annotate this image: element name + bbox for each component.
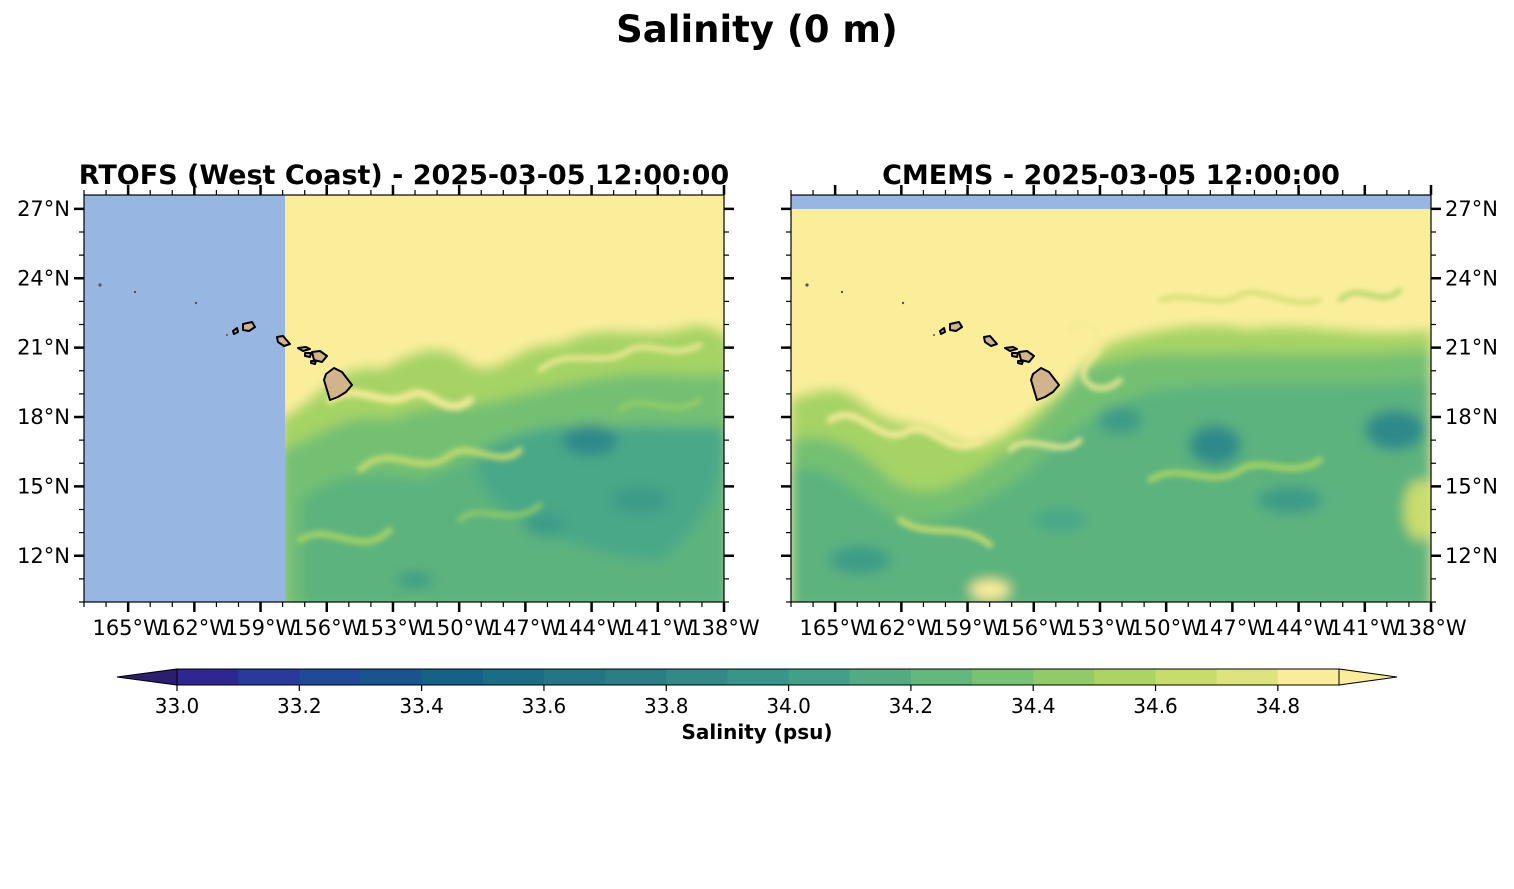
lat-tick-label: 15°N (17, 474, 70, 498)
lat-tick-label: 24°N (1445, 266, 1498, 290)
lon-tick-label: 144°W (1263, 616, 1335, 640)
colorbar-swatch (972, 669, 1034, 685)
lat-tick-label: 18°N (1445, 405, 1498, 429)
colorbar-swatch (605, 669, 667, 685)
nw-islets-rtofs (98, 283, 228, 336)
colorbar-frame (176, 668, 1340, 686)
lon-tick-label: 153°W (357, 616, 429, 640)
nw-islets-cmems (805, 283, 935, 336)
lon-tick-label: 138°W (1395, 616, 1467, 640)
panel-title-cmems: CMEMS - 2025-03-05 12:00:00 (882, 160, 1340, 191)
lon-tick-label: 147°W (490, 616, 562, 640)
colorbar-tick-label: 34.2 (889, 694, 934, 718)
lon-tick-label: 165°W (92, 616, 164, 640)
panel-title-rtofs: RTOFS (West Coast) - 2025-03-05 12:00:00 (79, 160, 729, 191)
colorbar-swatch (788, 669, 851, 685)
lat-tick-label: 21°N (17, 336, 70, 360)
colorbar-swatch (727, 669, 790, 685)
colorbar-swatch (1155, 669, 1218, 685)
colorbar-swatch (1216, 669, 1279, 685)
colorbar-extend-low (116, 668, 178, 686)
colorbar-tick-label: 33.0 (155, 694, 200, 718)
lon-tick-label: 162°W (866, 616, 938, 640)
colorbar-swatch (1033, 669, 1095, 685)
lat-tick-label: 12°N (1445, 544, 1498, 568)
no-data-region-cmems (791, 195, 1431, 209)
lon-tick-label: 150°W (1130, 616, 1202, 640)
map-panel-cmems: CMEMS - 2025-03-05 12:00:00 (781, 160, 1498, 640)
colorbar-tick-label: 34.6 (1133, 694, 1178, 718)
lon-tick-label: 156°W (291, 616, 363, 640)
lon-tick-label: 159°W (932, 616, 1004, 640)
hawaii-islands-rtofs (232, 321, 353, 401)
colorbar-tick-label: 34.8 (1256, 694, 1301, 718)
lat-tick-label: 27°N (1445, 197, 1498, 221)
colorbar-ticks: 33.0 33.2 33.4 33.6 33.8 34.0 34.2 34.4 34.6 34.8 (155, 685, 1300, 718)
lat-tick-label: 18°N (17, 405, 70, 429)
lat-tick-label: 12°N (17, 544, 70, 568)
colorbar-swatch (1277, 669, 1340, 685)
colorbar-swatch (177, 669, 239, 685)
lat-tick-label: 15°N (1445, 474, 1498, 498)
lon-tick-label: 165°W (799, 616, 871, 640)
lat-tick-label: 24°N (17, 266, 70, 290)
colorbar-tick-label: 34.4 (1011, 694, 1056, 718)
lat-tick-label: 27°N (17, 197, 70, 221)
colorbar-tick-label: 33.4 (399, 694, 444, 718)
colorbar-extend-high (1338, 668, 1398, 686)
colorbar-swatch (543, 669, 606, 685)
colorbar-swatch (360, 669, 423, 685)
lon-tick-label: 144°W (556, 616, 628, 640)
map-panel-rtofs: RTOFS (West Coast) - 2025-03-05 12:00:00 (17, 160, 760, 640)
lon-tick-label: 141°W (622, 616, 694, 640)
axis-ticks-rtofs: 165°W162°W159°W156°W153°W150°W147°W144°W… (17, 185, 760, 640)
lon-tick-label: 162°W (159, 616, 231, 640)
colorbar-tick-label: 33.6 (522, 694, 567, 718)
colorbar: 33.0 33.2 33.4 33.6 33.8 34.0 34.2 34.4 34.6 34.8… (116, 668, 1398, 744)
lon-tick-label: 150°W (423, 616, 495, 640)
colorbar-swatch (1094, 669, 1157, 685)
map-field-rtofs (84, 195, 724, 602)
lon-tick-label: 153°W (1064, 616, 1136, 640)
lon-tick-label: 156°W (998, 616, 1070, 640)
map-field-cmems (791, 195, 1431, 602)
colorbar-swatch (421, 669, 484, 685)
colorbar-swatch (666, 669, 729, 685)
lon-tick-label: 138°W (688, 616, 760, 640)
lat-tick-label: 21°N (1445, 336, 1498, 360)
axis-ticks-cmems: 165°W162°W159°W156°W153°W150°W147°W144°W… (781, 185, 1498, 640)
figure-title: Salinity (0 m) (616, 8, 898, 51)
colorbar-swatch (238, 669, 300, 685)
lon-tick-label: 141°W (1329, 616, 1401, 640)
lon-tick-label: 159°W (225, 616, 297, 640)
colorbar-swatch (910, 669, 973, 685)
no-data-region-rtofs (84, 195, 285, 602)
colorbar-tick-label: 33.2 (277, 694, 322, 718)
lon-tick-label: 147°W (1197, 616, 1269, 640)
colorbar-swatch (849, 669, 912, 685)
colorbar-swatch (299, 669, 362, 685)
colorbar-tick-label: 34.0 (766, 694, 811, 718)
colorbar-label: Salinity (psu) (681, 720, 832, 744)
colorbar-swatches (116, 668, 1398, 686)
hawaii-islands-cmems (939, 321, 1060, 401)
colorbar-swatch (482, 669, 545, 685)
colorbar-tick-label: 33.8 (644, 694, 689, 718)
